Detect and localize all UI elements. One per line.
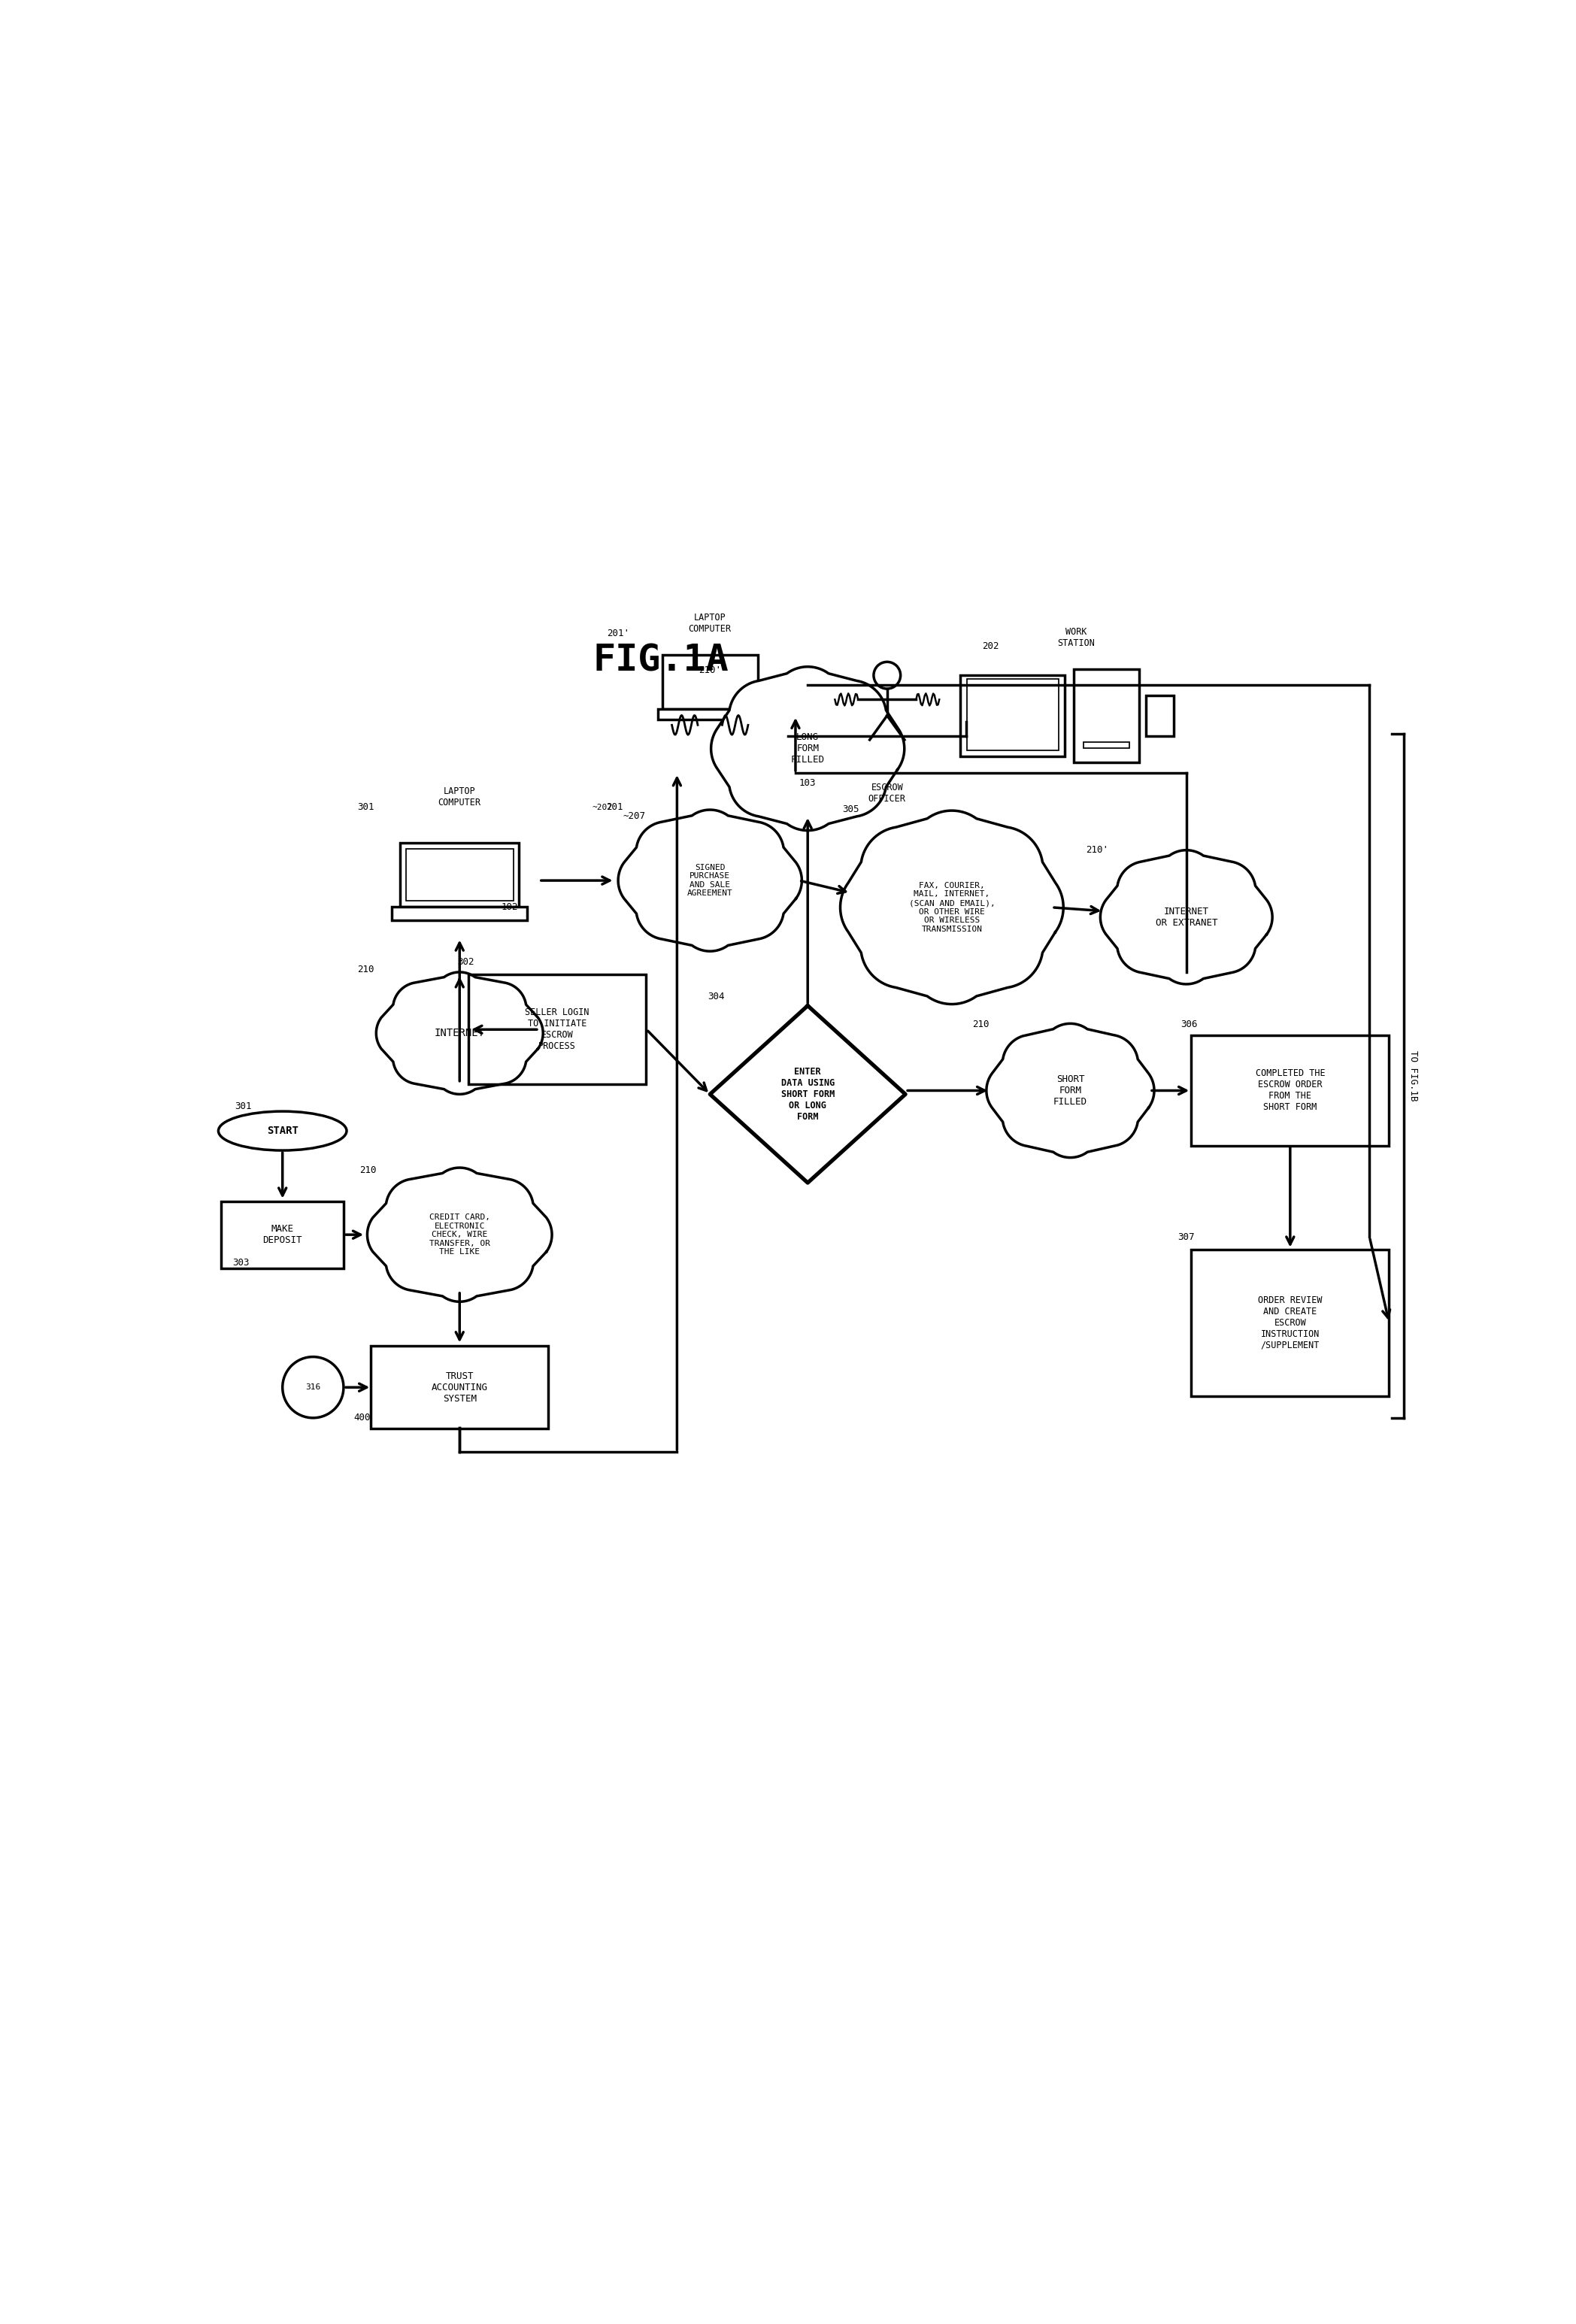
Text: INTERNET
OR EXTRANET: INTERNET OR EXTRANET: [1155, 906, 1217, 927]
Text: 302: 302: [457, 957, 474, 967]
FancyBboxPatch shape: [960, 676, 1065, 758]
FancyBboxPatch shape: [966, 679, 1059, 751]
Text: ORDER REVIEW
AND CREATE
ESCROW
INSTRUCTION
/SUPPLEMENT: ORDER REVIEW AND CREATE ESCROW INSTRUCTI…: [1258, 1294, 1322, 1350]
FancyBboxPatch shape: [1075, 669, 1139, 762]
Text: 210': 210': [698, 665, 722, 676]
Text: 303: 303: [233, 1257, 249, 1267]
Text: LAPTOP
COMPUTER: LAPTOP COMPUTER: [438, 786, 481, 806]
Text: INTERNET: INTERNET: [435, 1027, 485, 1039]
Text: 201: 201: [607, 802, 623, 811]
Text: 306: 306: [1180, 1020, 1198, 1030]
Text: LAPTOP
COMPUTER: LAPTOP COMPUTER: [689, 614, 731, 634]
Text: 301: 301: [235, 1102, 252, 1111]
FancyBboxPatch shape: [1191, 1250, 1388, 1397]
FancyBboxPatch shape: [221, 1202, 344, 1269]
Text: 210: 210: [359, 1164, 377, 1176]
Polygon shape: [709, 1006, 905, 1183]
Circle shape: [282, 1357, 344, 1418]
FancyBboxPatch shape: [657, 709, 763, 720]
Polygon shape: [618, 809, 802, 951]
Text: COMPLETED THE
ESCROW ORDER
FROM THE
SHORT FORM: COMPLETED THE ESCROW ORDER FROM THE SHOR…: [1256, 1069, 1325, 1113]
Text: 202: 202: [982, 641, 999, 651]
Polygon shape: [377, 971, 544, 1095]
Text: 301: 301: [358, 802, 374, 811]
FancyBboxPatch shape: [400, 844, 519, 906]
Text: 210: 210: [358, 964, 374, 974]
Circle shape: [873, 662, 900, 688]
FancyBboxPatch shape: [1191, 1037, 1388, 1146]
FancyBboxPatch shape: [370, 1346, 548, 1429]
FancyBboxPatch shape: [468, 974, 646, 1085]
Text: 316: 316: [306, 1383, 320, 1392]
Text: START: START: [266, 1125, 298, 1136]
Text: SIGNED
PURCHASE
AND SALE
AGREEMENT: SIGNED PURCHASE AND SALE AGREEMENT: [687, 865, 733, 897]
Text: FAX, COURIER,
MAIL, INTERNET,
(SCAN AND EMAIL),
OR OTHER WIRE
OR WIRELESS
TRANSM: FAX, COURIER, MAIL, INTERNET, (SCAN AND …: [909, 881, 994, 932]
Polygon shape: [987, 1023, 1154, 1157]
FancyBboxPatch shape: [407, 848, 514, 902]
Polygon shape: [367, 1167, 552, 1301]
Text: CREDIT CARD,
ELECTRONIC
CHECK, WIRE
TRANSFER, OR
THE LIKE: CREDIT CARD, ELECTRONIC CHECK, WIRE TRAN…: [429, 1213, 490, 1255]
Text: SELLER LOGIN
TO INITIATE
ESCROW
PROCESS: SELLER LOGIN TO INITIATE ESCROW PROCESS: [525, 1009, 589, 1050]
Text: 102: 102: [501, 902, 519, 913]
FancyBboxPatch shape: [662, 655, 758, 709]
FancyBboxPatch shape: [392, 906, 526, 920]
Text: 307: 307: [1177, 1232, 1195, 1241]
Text: ESCROW
OFFICER: ESCROW OFFICER: [868, 783, 906, 804]
Text: 103: 103: [799, 779, 816, 788]
Text: 304: 304: [708, 992, 725, 1002]
Text: 305: 305: [842, 804, 859, 813]
Text: SHORT
FORM
FILLED: SHORT FORM FILLED: [1053, 1074, 1087, 1106]
Text: MAKE
DEPOSIT: MAKE DEPOSIT: [263, 1225, 303, 1246]
Text: LONG
FORM
FILLED: LONG FORM FILLED: [791, 732, 824, 765]
Text: FIG.1A: FIG.1A: [593, 644, 730, 679]
Ellipse shape: [219, 1111, 347, 1150]
Text: WORK
STATION: WORK STATION: [1057, 627, 1095, 648]
Text: 210': 210': [1086, 846, 1108, 855]
Text: ~207: ~207: [623, 811, 646, 820]
Polygon shape: [711, 667, 905, 830]
Text: ~207: ~207: [593, 804, 611, 811]
Polygon shape: [840, 811, 1064, 1004]
Text: 210: 210: [972, 1020, 990, 1030]
Polygon shape: [1100, 851, 1272, 983]
Text: TRUST
ACCOUNTING
SYSTEM: TRUST ACCOUNTING SYSTEM: [432, 1371, 489, 1404]
FancyBboxPatch shape: [1146, 695, 1174, 737]
Text: ENTER
DATA USING
SHORT FORM
OR LONG
FORM: ENTER DATA USING SHORT FORM OR LONG FORM: [782, 1067, 834, 1122]
Text: 201': 201': [607, 630, 630, 639]
Text: TO FIG.1B: TO FIG.1B: [1409, 1050, 1418, 1102]
FancyBboxPatch shape: [1084, 741, 1130, 748]
Text: 400: 400: [353, 1413, 370, 1422]
